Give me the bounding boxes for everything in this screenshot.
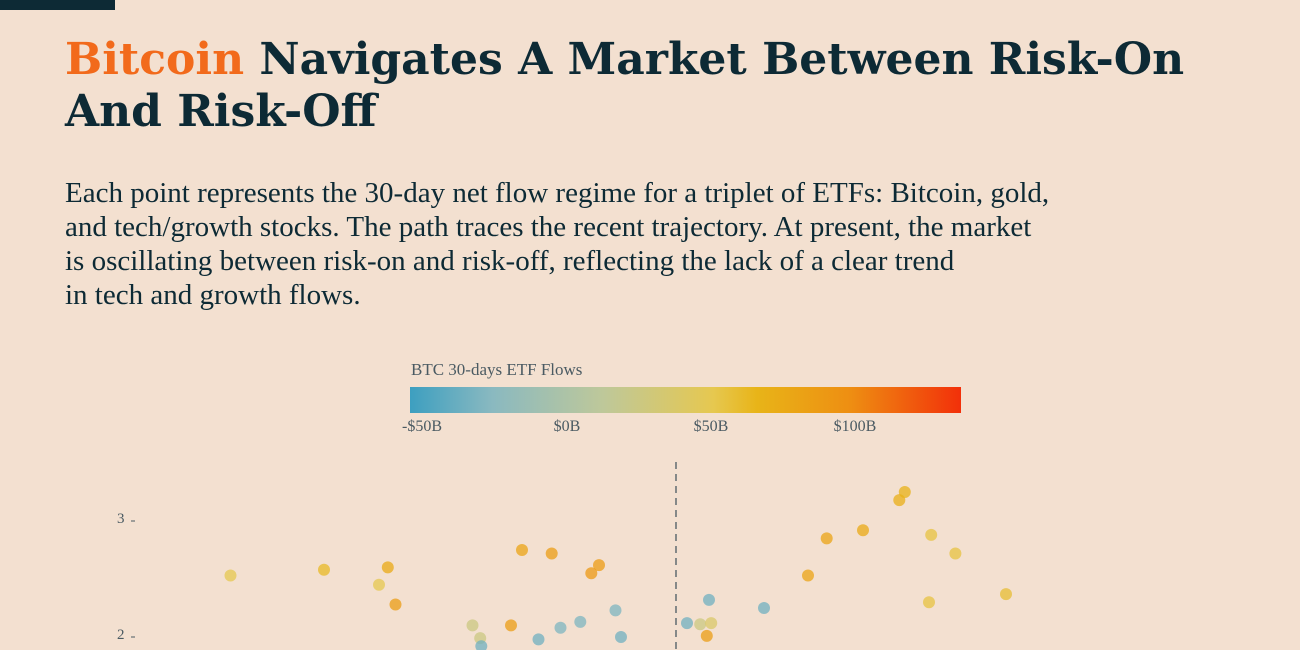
data-point [224,569,237,582]
data-point [694,618,707,631]
data-point [593,559,605,572]
data-point [949,547,962,560]
data-point [373,578,385,591]
data-point [389,598,402,611]
corner-accent-bar [0,0,115,10]
data-point [705,617,718,630]
page-title: Bitcoin Navigates A Market Between Risk-… [65,34,1265,138]
subtitle-line: Each point represents the 30-day net flo… [65,177,1050,209]
data-point [516,544,528,556]
data-point [703,593,715,606]
data-point [1000,588,1012,601]
subtitle-line: and tech/growth stocks. The path traces … [65,211,1032,243]
data-point [615,631,627,643]
data-point [318,563,330,576]
data-point [857,524,869,537]
data-point [700,629,713,642]
legend-title: BTC 30-days ETF Flows [411,360,583,379]
data-point [923,596,935,609]
subtitle-line: is oscillating between risk-on and risk-… [65,245,955,277]
data-point [898,486,911,498]
legend-tick-label: $100B [833,418,877,435]
data-point [545,547,558,560]
data-point [466,619,479,632]
subtitle: Each point represents the 30-day net flo… [65,176,1225,312]
data-point [585,567,598,580]
legend-tick-label: -$50B [402,418,442,435]
data-point [758,602,770,614]
data-point [554,621,567,634]
data-point [574,615,587,628]
color-scale-bar [410,387,961,413]
legend-tick-label: $0B [553,418,581,435]
subtitle-line: in tech and growth flows. [65,279,361,311]
y-tick-label: 2 [117,627,125,643]
title-rest: Navigates A Market Between Risk-On And R… [65,34,1185,137]
data-point [820,532,833,545]
legend-tick-label: $50B [693,418,729,435]
title-highlight: Bitcoin [65,34,245,85]
data-point [925,528,938,541]
data-point [475,640,488,650]
data-point [609,604,622,617]
data-point [381,561,394,574]
data-point [532,633,545,646]
data-point [505,619,517,632]
data-point [802,569,814,582]
y-tick-label: 3 [117,511,125,527]
data-point [681,617,693,630]
